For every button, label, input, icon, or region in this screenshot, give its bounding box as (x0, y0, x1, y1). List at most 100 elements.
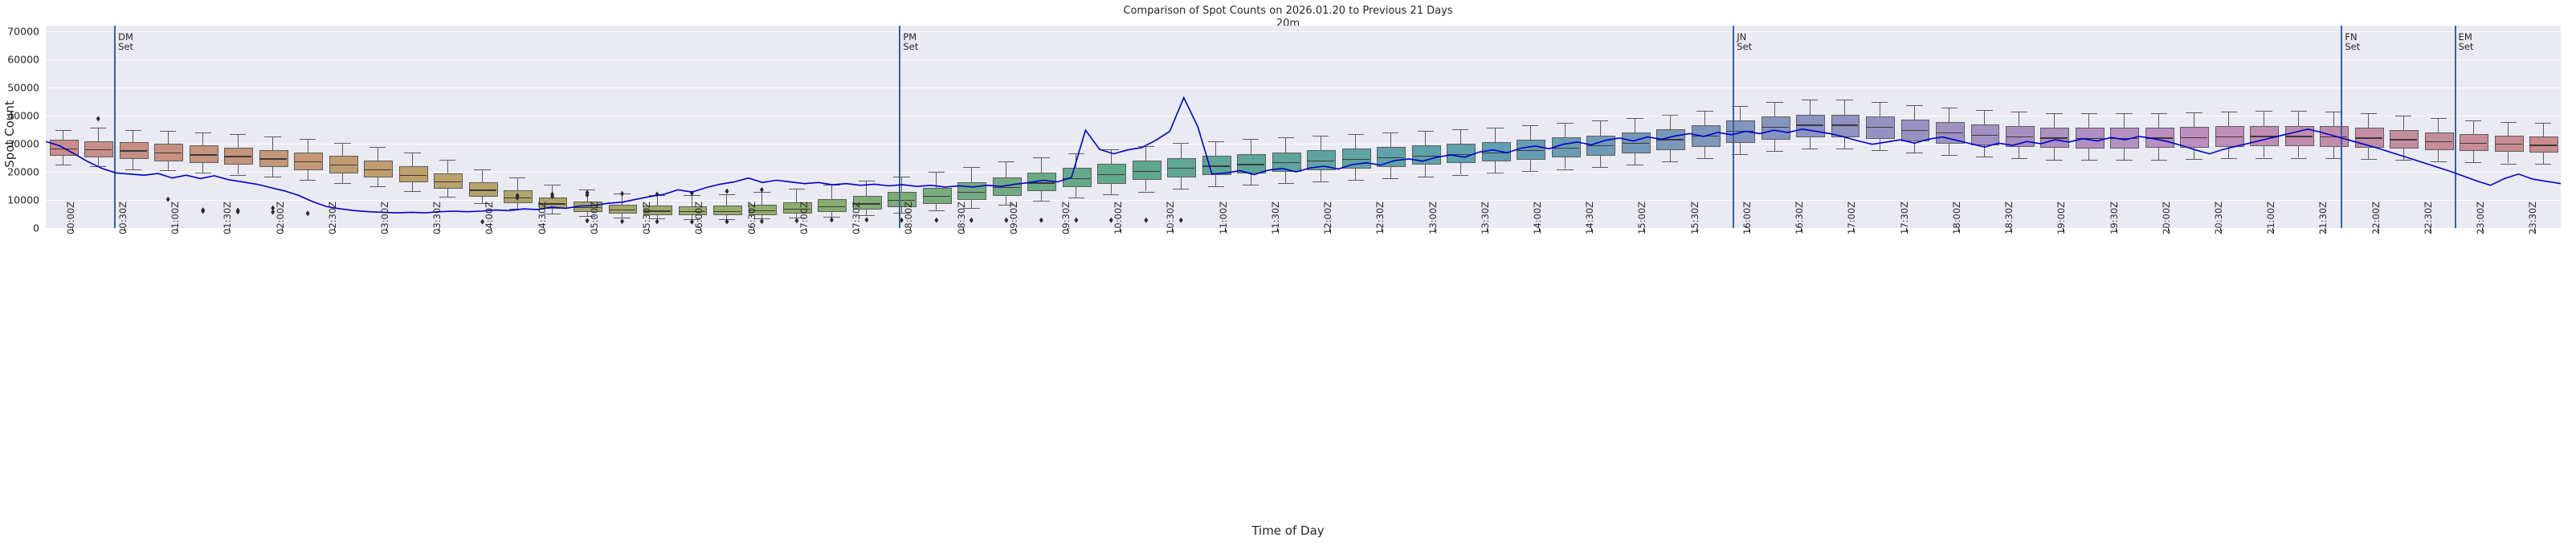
whisker-cap (2046, 112, 2063, 114)
whisker-cap (2430, 117, 2447, 119)
x-tick-label: 22:00Z (2370, 201, 2382, 234)
x-tick-mark (962, 228, 964, 231)
median-line (84, 149, 112, 151)
x-tick-label: 17:00Z (1846, 201, 1858, 234)
outlier-marker (1178, 217, 1183, 223)
whisker-cap (2535, 123, 2552, 124)
x-tick-label: 19:30Z (2108, 201, 2120, 234)
outlier-marker (1004, 217, 1009, 223)
event-label-fn: FN Set (2345, 31, 2361, 52)
median-line (1027, 182, 1055, 184)
whisker-cap (299, 179, 316, 181)
outlier-marker (480, 218, 485, 225)
x-tick-mark (71, 228, 73, 231)
median-line (294, 161, 322, 163)
whisker-cap (578, 216, 596, 218)
median-line (1517, 149, 1545, 152)
whisker-cap (1137, 191, 1154, 193)
median-line (922, 196, 950, 198)
median-line (1202, 165, 1230, 167)
median-line (1831, 124, 1859, 126)
whisker-cap (2080, 113, 2098, 115)
median-line (2075, 138, 2103, 140)
whisker-cap (2325, 158, 2342, 160)
whisker-cap (1521, 124, 1539, 126)
x-tick-mark (1329, 228, 1331, 231)
y-tick-label: 40000 (7, 109, 39, 122)
whisker-cap (439, 160, 456, 161)
whisker-cap (194, 132, 211, 133)
gridline (46, 31, 2561, 32)
outlier-marker (305, 210, 310, 217)
whisker-cap (718, 194, 736, 195)
x-tick-label: 08:00Z (903, 201, 915, 234)
median-line (1377, 157, 1405, 159)
median-line (2390, 139, 2418, 141)
whisker-cap (2011, 158, 2028, 160)
whisker-cap (1312, 181, 1329, 182)
whisker-cap (2535, 164, 2552, 165)
x-tick-mark (700, 228, 702, 231)
whisker-cap (2186, 158, 2202, 160)
x-tick-label: 15:00Z (1636, 201, 1648, 234)
chart-title: Comparison of Spot Counts on 2026.01.20 … (1123, 5, 1453, 17)
whisker-cap (1277, 137, 1294, 139)
x-tick-mark (910, 228, 912, 231)
x-tick-label: 19:00Z (2055, 201, 2068, 234)
median-line (1272, 162, 1300, 164)
x-tick-label: 11:00Z (1217, 201, 1229, 234)
whisker-cap (2256, 111, 2272, 112)
x-tick-label: 21:00Z (2265, 201, 2277, 234)
x-tick-label: 11:30Z (1269, 201, 1281, 234)
whisker-cap (1173, 143, 1190, 145)
x-tick-label: 13:00Z (1427, 201, 1439, 234)
x-tick-mark (281, 228, 283, 231)
whisker-cap (963, 166, 980, 168)
x-tick-mark (1014, 228, 1016, 231)
x-tick-label: 18:30Z (2003, 201, 2015, 234)
whisker-cap (1452, 128, 1469, 130)
x-tick-label: 04:30Z (536, 201, 548, 234)
x-tick-label: 07:00Z (798, 201, 810, 234)
x-tick-mark (648, 228, 650, 231)
whisker-cap (2395, 160, 2412, 161)
x-tick-mark (543, 228, 545, 231)
outlier-marker (725, 218, 729, 225)
x-tick-mark (386, 228, 387, 231)
x-tick-mark (2115, 228, 2117, 231)
whisker-cap (1871, 102, 1888, 104)
x-tick-label: 01:30Z (222, 201, 234, 234)
x-tick-label: 18:00Z (1950, 201, 1962, 234)
median-line (2320, 136, 2348, 138)
median-line (259, 158, 287, 160)
x-tick-mark (229, 228, 231, 231)
box (1831, 114, 1860, 138)
x-tick-label: 04:00Z (484, 201, 496, 234)
whisker-cap (1976, 110, 1993, 111)
median-line (1761, 127, 1789, 128)
median-line (2494, 144, 2522, 145)
y-tick-label: 60000 (7, 53, 39, 66)
y-tick-label: 0 (33, 222, 39, 234)
whisker-cap (1417, 130, 1434, 132)
median-line (2180, 136, 2208, 138)
event-label-em: EM Set (2458, 31, 2474, 52)
whisker-cap (1452, 174, 1469, 176)
whisker-cap (299, 139, 316, 141)
outlier-marker (655, 191, 659, 198)
whisker-cap (1103, 149, 1120, 150)
whisker-cap (2116, 160, 2133, 161)
outlier-marker (899, 217, 904, 223)
whisker-cap (1906, 104, 1923, 106)
whisker-cap (229, 174, 247, 176)
median-line (1970, 134, 1998, 136)
event-label-dm: DM Set (118, 31, 134, 52)
event-line-em (2454, 26, 2456, 228)
median-line (1621, 142, 1649, 144)
whisker-cap (2465, 162, 2482, 164)
whisker-cap (928, 210, 945, 212)
outlier-marker (655, 218, 659, 225)
whisker-cap (1941, 155, 1958, 156)
x-tick-mark (2220, 228, 2221, 231)
x-tick-mark (177, 228, 178, 231)
